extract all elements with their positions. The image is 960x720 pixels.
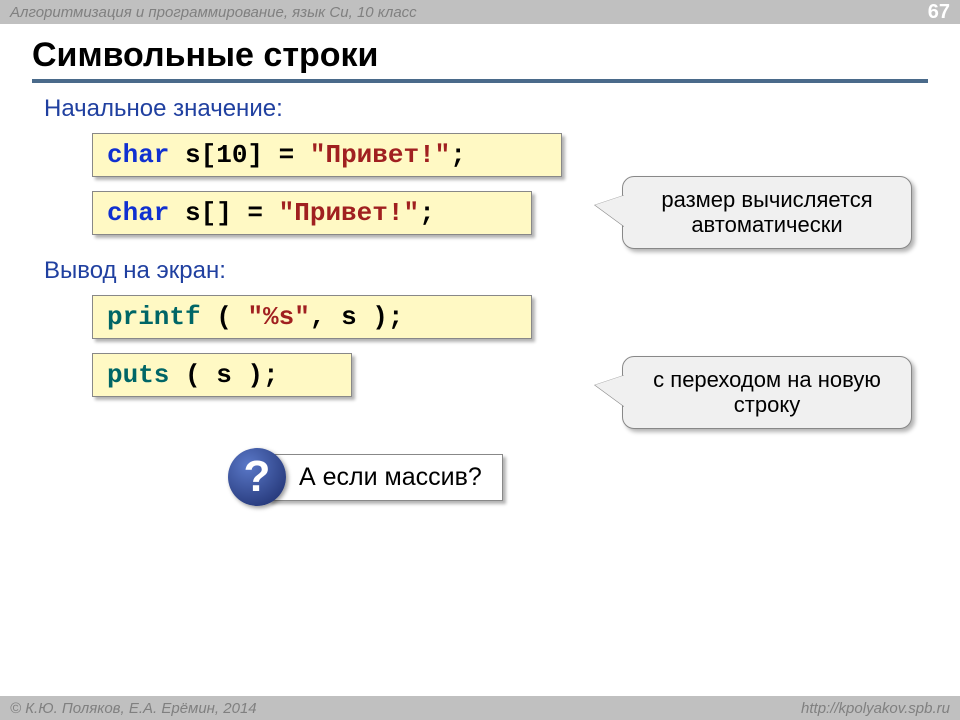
keyword-char: char [107,198,169,228]
callout-tail [595,195,625,227]
keyword-char: char [107,140,169,170]
code-printf: printf ( "%s", s ); [92,295,532,339]
callout-newline: с переходом на новую строку [622,356,912,429]
callout-text: с переходом на новую строку [653,367,881,417]
code-tail: ; [450,140,466,170]
callout-auto-size: размер вычисляется автоматически [622,176,912,249]
slide-title: Символьные строки [32,36,928,83]
callout-tail [595,375,625,407]
code-text: ( [201,302,248,332]
question-mark-icon: ? [228,448,286,506]
code-char-s-empty: char s[] = "Привет!"; [92,191,532,235]
code-tail: ; [419,198,435,228]
code-text: ( s ); [169,360,278,390]
footer-url: http://kpolyakov.spb.ru [801,700,950,717]
code-char-s10: char s[10] = "Привет!"; [92,133,562,177]
question-text-box: А если массив? [268,454,503,501]
string-literal: "Привет!" [310,140,450,170]
section-initial-value: Начальное значение: [44,95,928,123]
header-breadcrumb: Алгоритмизация и программирование, язык … [10,4,417,21]
page-number: 67 [928,1,950,24]
string-literal: "%s" [247,302,309,332]
code-puts: puts ( s ); [92,353,352,397]
fn-puts: puts [107,360,169,390]
code-text: s[10] = [169,140,309,170]
header-bar: Алгоритмизация и программирование, язык … [0,0,960,24]
footer-bar: © К.Ю. Поляков, Е.А. Ерёмин, 2014 http:/… [0,696,960,720]
string-literal: "Привет!" [279,198,419,228]
callout-text: размер вычисляется автоматически [661,187,872,237]
section-output: Вывод на экран: [44,257,928,285]
footer-copyright: © К.Ю. Поляков, Е.А. Ерёмин, 2014 [10,700,257,717]
fn-printf: printf [107,302,201,332]
code-text: s[] = [169,198,278,228]
question-row: ? А если массив? [228,448,503,506]
code-text: , s ); [310,302,404,332]
